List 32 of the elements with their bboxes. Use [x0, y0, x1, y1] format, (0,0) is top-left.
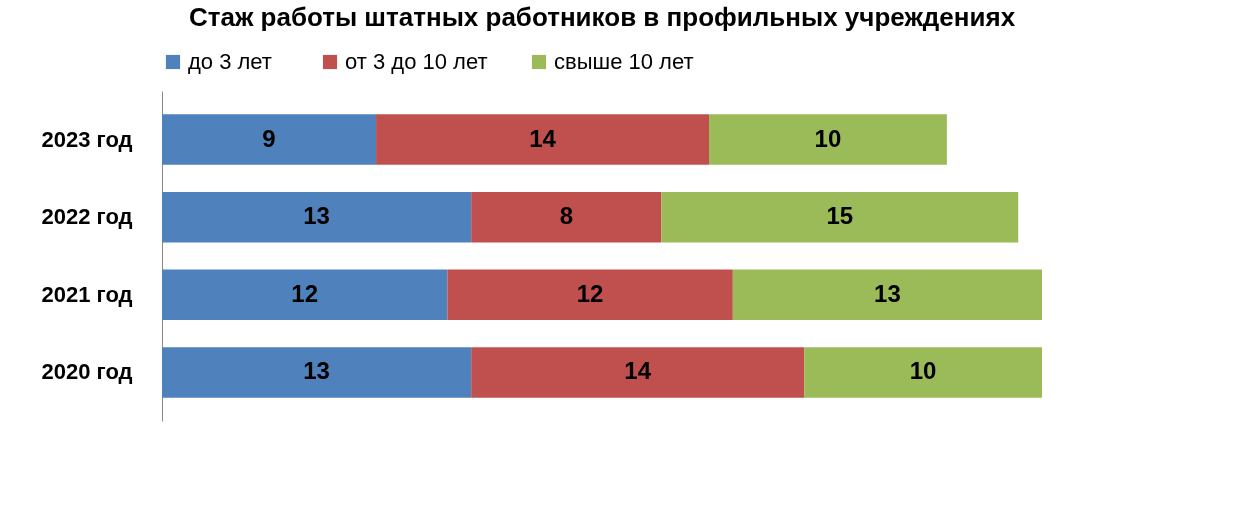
data-label: 9 — [262, 124, 276, 152]
y-tick-label: 2023 год — [41, 126, 133, 152]
data-label: 12 — [291, 279, 319, 307]
bar — [471, 347, 805, 398]
legend-label: свыше 10 лет — [554, 49, 694, 74]
data-label: 14 — [624, 357, 652, 385]
bar — [162, 191, 472, 243]
data-label: 8 — [559, 202, 573, 230]
data-label: 15 — [826, 202, 854, 230]
bar — [447, 269, 733, 321]
chart-title: Стаж работы штатных работников в профильных учреждениях — [188, 2, 1016, 32]
y-tick-label: 2020 год — [41, 359, 133, 385]
bar — [732, 269, 1042, 321]
data-label: 13 — [303, 202, 330, 230]
bar — [162, 347, 472, 398]
data-label: 13 — [874, 279, 901, 307]
data-label: 13 — [303, 357, 330, 385]
legend-label: от 3 до 10 лет — [345, 49, 488, 74]
data-label: 10 — [814, 124, 842, 152]
bar — [661, 191, 1019, 243]
bar — [162, 269, 448, 321]
y-tick-label: 2022 год — [41, 204, 133, 230]
legend-label: до 3 лет — [188, 49, 272, 74]
bar — [162, 114, 377, 165]
data-label: 12 — [576, 279, 604, 307]
bar — [804, 347, 1042, 398]
bar — [376, 114, 710, 165]
data-label: 14 — [529, 124, 557, 152]
y-tick-label: 2021 год — [41, 281, 133, 307]
bar — [471, 191, 662, 243]
bar — [709, 114, 947, 165]
data-label: 10 — [909, 357, 937, 385]
